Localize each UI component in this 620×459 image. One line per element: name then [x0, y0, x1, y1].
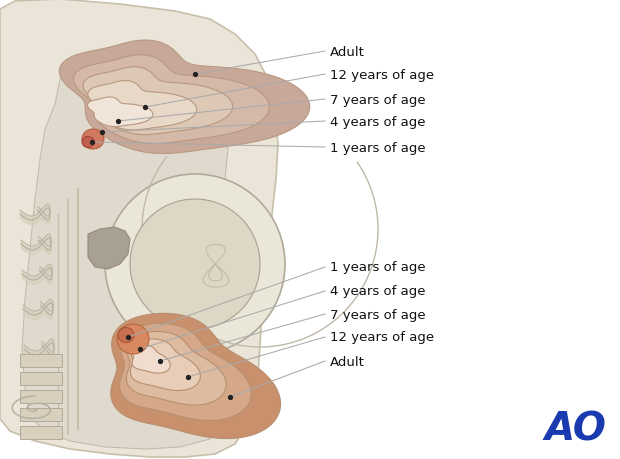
Polygon shape — [83, 67, 232, 135]
Polygon shape — [130, 339, 200, 391]
Polygon shape — [20, 390, 62, 403]
Text: 7 years of age: 7 years of age — [330, 93, 425, 106]
Text: 1 years of age: 1 years of age — [330, 141, 425, 154]
Text: 12 years of age: 12 years of age — [330, 68, 434, 81]
Text: Adult: Adult — [330, 355, 365, 368]
Text: 1 years of age: 1 years of age — [330, 261, 425, 274]
Text: 4 years of age: 4 years of age — [330, 285, 425, 298]
Polygon shape — [20, 426, 62, 439]
Text: 7 years of age: 7 years of age — [330, 308, 425, 321]
Polygon shape — [0, 0, 278, 457]
Polygon shape — [20, 372, 62, 385]
Ellipse shape — [82, 137, 94, 148]
Circle shape — [130, 200, 260, 329]
Ellipse shape — [117, 325, 149, 354]
Polygon shape — [74, 56, 270, 144]
Text: 12 years of age: 12 years of age — [330, 331, 434, 344]
Polygon shape — [20, 354, 62, 367]
Text: Adult: Adult — [330, 45, 365, 58]
Polygon shape — [88, 81, 197, 131]
Polygon shape — [20, 408, 62, 421]
Ellipse shape — [82, 130, 104, 150]
Polygon shape — [120, 324, 251, 420]
Polygon shape — [126, 332, 226, 405]
Ellipse shape — [118, 328, 134, 343]
Polygon shape — [60, 41, 310, 154]
Polygon shape — [88, 228, 130, 269]
Circle shape — [105, 174, 285, 354]
Text: 4 years of age: 4 years of age — [330, 115, 425, 128]
Polygon shape — [111, 313, 281, 439]
Polygon shape — [132, 345, 171, 373]
Polygon shape — [87, 98, 153, 127]
Text: AO: AO — [544, 410, 606, 448]
Polygon shape — [22, 55, 228, 449]
